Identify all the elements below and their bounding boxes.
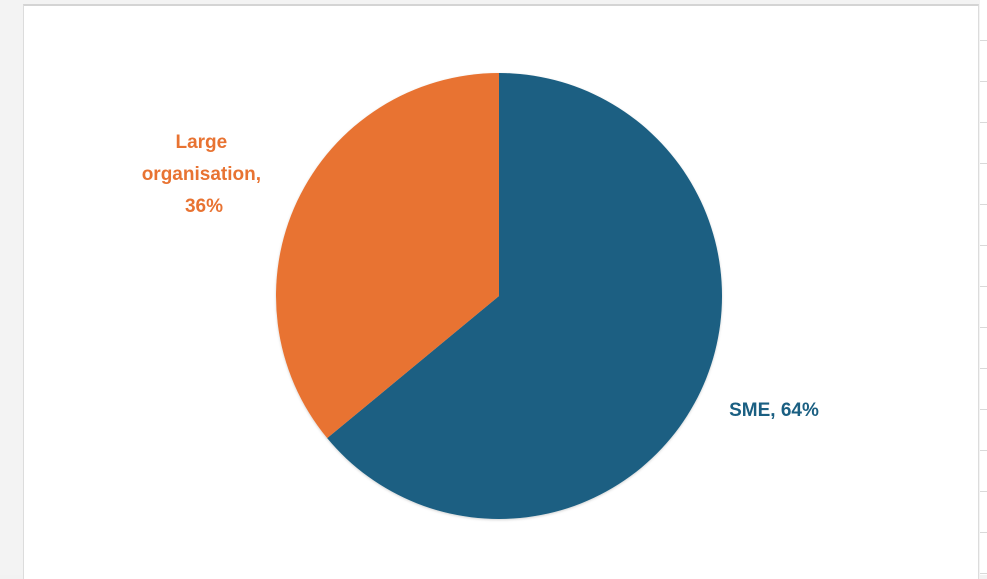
data-label-large-organisation: Large organisation, 36%	[142, 132, 267, 217]
pie-slice-large-organisation[interactable]	[276, 73, 499, 439]
data-label-large-line3: 36%	[185, 196, 223, 217]
pie-slice-sme[interactable]	[327, 73, 723, 519]
data-label-large-line2: organisation,	[142, 164, 261, 185]
chart-area[interactable]: Large organisation, 36% SME, 64%	[23, 4, 979, 579]
spreadsheet-gridlines	[980, 0, 987, 575]
pie-chart: Large organisation, 36% SME, 64%	[142, 73, 819, 519]
data-label-large-line1: Large	[175, 132, 227, 153]
data-label-sme: SME, 64%	[729, 400, 819, 421]
